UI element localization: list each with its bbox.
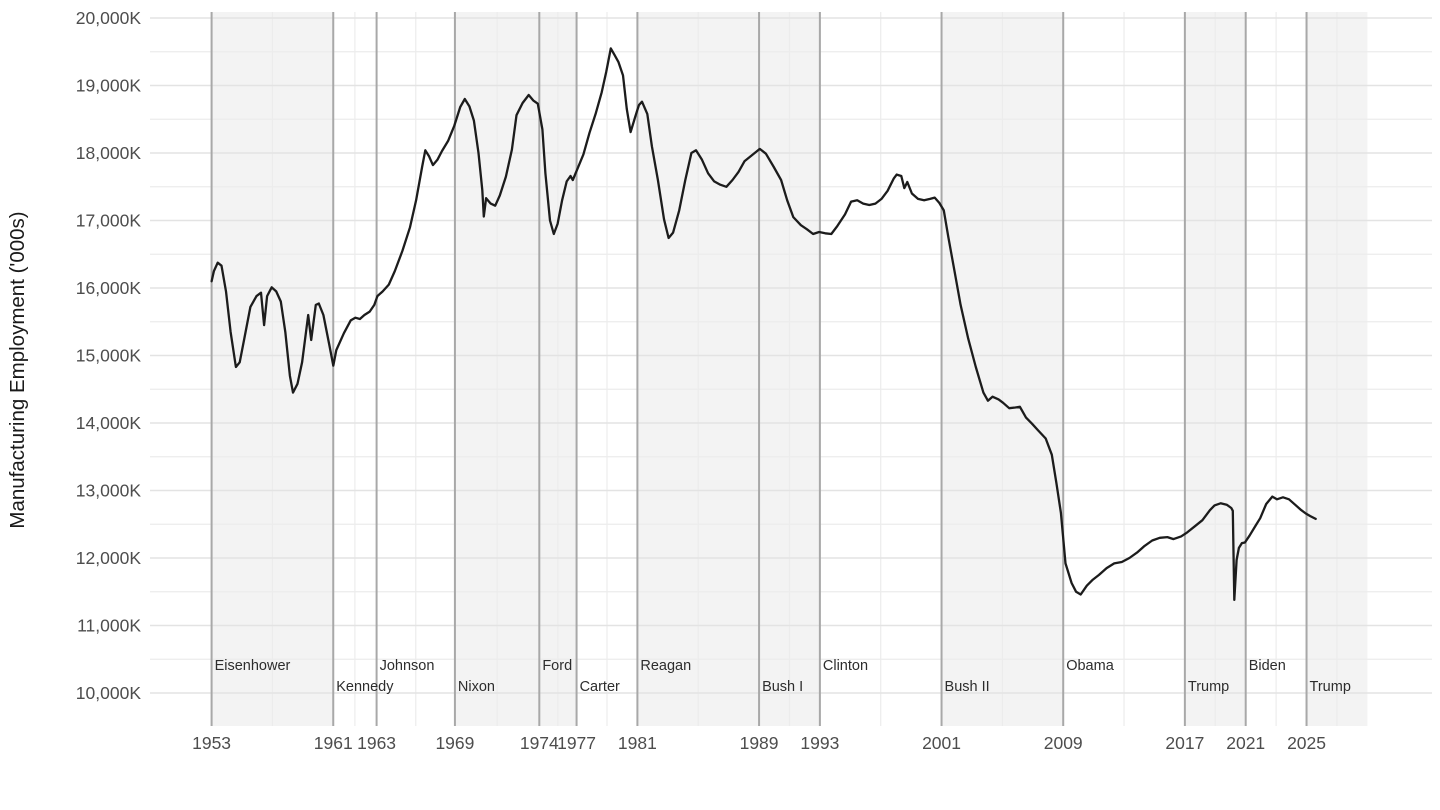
- president-label: Reagan: [640, 658, 691, 674]
- x-tick-label: 2025: [1287, 733, 1326, 753]
- president-label: Eisenhower: [215, 658, 291, 674]
- y-tick-label: 19,000K: [76, 76, 142, 96]
- x-tick-label: 1963: [357, 733, 396, 753]
- y-axis-title: Manufacturing Employment ('000s): [6, 211, 29, 528]
- x-tick-label: 2001: [922, 733, 961, 753]
- x-tick-label: 1981: [618, 733, 657, 753]
- president-transition-gridlines: [210, 12, 1308, 726]
- president-label: Clinton: [823, 658, 868, 674]
- president-label: Ford: [542, 658, 572, 674]
- president-label: Johnson: [380, 658, 435, 674]
- y-tick-label: 13,000K: [76, 481, 142, 501]
- x-tick-label: 1969: [435, 733, 474, 753]
- y-axis-tick-labels: 10,000K 11,000K 12,000K 13,000K 14,000K 15,00…: [76, 8, 142, 703]
- x-tick-label: 2009: [1044, 733, 1083, 753]
- y-tick-label: 14,000K: [76, 413, 142, 433]
- x-tick-label: 2017: [1165, 733, 1204, 753]
- president-label: Kennedy: [336, 679, 394, 695]
- president-label: Obama: [1066, 658, 1114, 674]
- x-tick-label: 2021: [1226, 733, 1265, 753]
- president-label: Trump: [1188, 679, 1229, 695]
- y-tick-label: 18,000K: [76, 143, 142, 163]
- employment-series-line: [210, 47, 1317, 602]
- x-tick-label: 1961: [314, 733, 353, 753]
- y-tick-label: 11,000K: [77, 616, 141, 636]
- president-label: Trump: [1310, 679, 1351, 695]
- president-label: Bush I: [762, 679, 803, 695]
- x-tick-label: 1977: [557, 733, 596, 753]
- x-tick-label: 1993: [800, 733, 839, 753]
- minor-gridlines: [150, 12, 1432, 726]
- x-tick-label: 1974: [520, 733, 559, 753]
- major-horizontal-gridlines: [150, 17, 1432, 694]
- y-tick-label: 17,000K: [76, 211, 142, 231]
- y-tick-label: 16,000K: [76, 278, 142, 298]
- y-tick-label: 12,000K: [76, 548, 142, 568]
- president-label: Bush II: [945, 679, 990, 695]
- president-label: Carter: [580, 679, 620, 695]
- y-tick-label: 10,000K: [76, 683, 142, 703]
- x-tick-label: 1989: [740, 733, 779, 753]
- president-label: Nixon: [458, 679, 495, 695]
- president-label: Biden: [1249, 658, 1286, 674]
- y-tick-label: 20,000K: [76, 8, 142, 28]
- x-tick-label: 1953: [192, 733, 231, 753]
- president-labels: Eisenhower Kennedy Johnson Nixon Ford Carter R…: [215, 658, 1351, 695]
- y-tick-label: 15,000K: [76, 346, 142, 366]
